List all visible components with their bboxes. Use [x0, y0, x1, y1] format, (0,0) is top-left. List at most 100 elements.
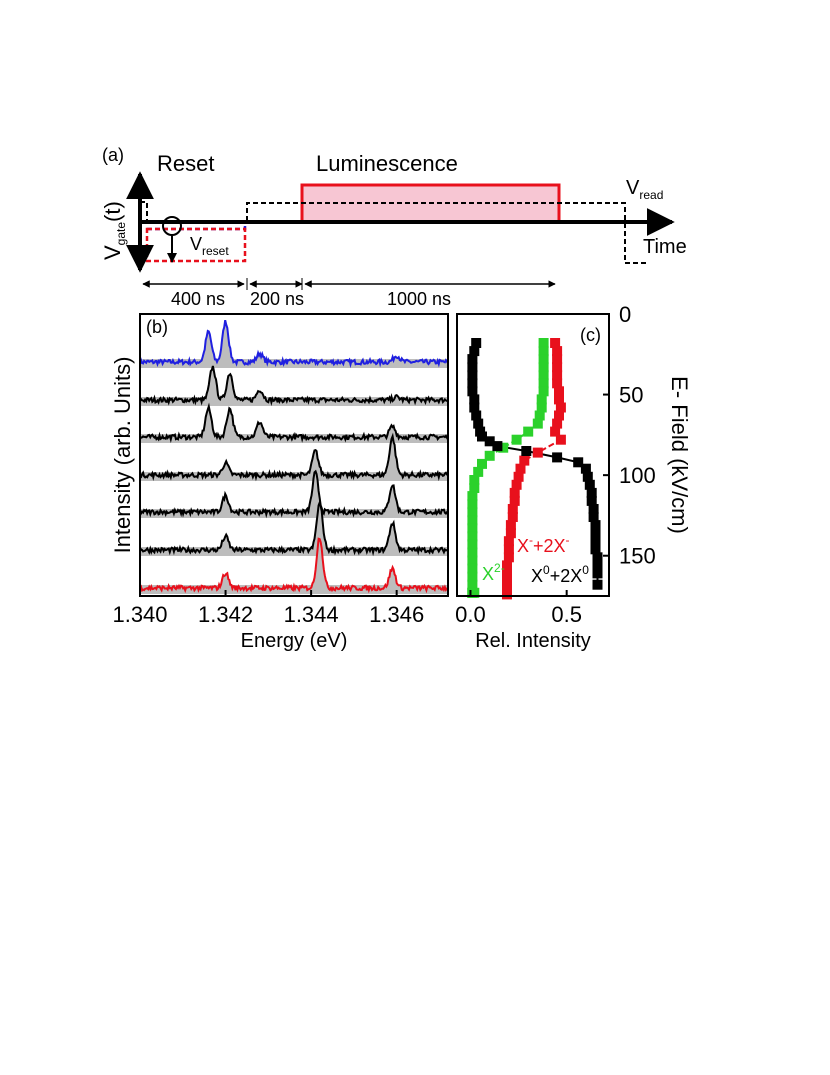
data-point	[469, 346, 480, 357]
data-point	[515, 463, 526, 474]
duration-label-1000: 1000 ns	[387, 289, 451, 309]
data-point	[498, 442, 509, 453]
data-point	[503, 536, 514, 547]
reset-title: Reset	[157, 151, 214, 176]
data-point	[477, 458, 487, 469]
data-point	[554, 386, 564, 397]
data-point	[552, 452, 563, 463]
data-point	[521, 446, 532, 456]
data-point	[586, 487, 597, 498]
data-point	[505, 528, 516, 539]
panel-b-frame	[139, 313, 449, 597]
y-tick-label: 150	[619, 544, 656, 569]
panel-c: (c) 0.0 0.5 0 50 100 150 Rel. Intensity E- F…	[455, 302, 692, 652]
panel-b-x-ticks: 1.340 1.342 1.344 1.346	[112, 590, 424, 627]
data-point	[503, 544, 514, 555]
data-point	[467, 378, 478, 389]
data-point	[469, 587, 480, 598]
data-point	[573, 457, 584, 468]
data-point	[552, 378, 563, 389]
data-point	[590, 520, 601, 531]
data-point	[552, 346, 563, 357]
data-point	[538, 378, 549, 389]
data-point	[467, 547, 478, 558]
data-point	[505, 520, 516, 531]
data-point	[511, 434, 522, 445]
data-point	[582, 471, 593, 482]
spectrum-fill	[140, 471, 448, 518]
data-point	[534, 410, 545, 421]
spectrum-line	[139, 365, 449, 407]
time-axis-label: Time	[643, 236, 687, 258]
luminescence-title: Luminescence	[316, 151, 458, 176]
data-point	[590, 536, 601, 547]
data-point	[588, 512, 599, 522]
x-tick-label: 1.344	[284, 602, 339, 627]
data-point	[473, 466, 484, 477]
panel-c-y-ticks: 0 50 100 150	[603, 302, 656, 569]
data-point	[467, 370, 478, 381]
data-point	[584, 479, 595, 490]
spectrum-line	[139, 432, 449, 482]
x-tick-label: 0.0	[455, 602, 486, 627]
y-tick-label: 50	[619, 383, 643, 408]
x-tick-label: 1.340	[112, 602, 167, 627]
data-point	[507, 504, 518, 514]
panel-b: (b) 1.340 1.342 1.344 1.346 Energy (eV) Int…	[110, 313, 449, 652]
data-point	[554, 394, 564, 405]
data-point	[502, 560, 512, 571]
data-point	[469, 483, 480, 493]
panel-b-xlabel: Energy (eV)	[241, 630, 348, 652]
data-point	[536, 394, 547, 405]
data-point	[550, 338, 561, 348]
data-point	[590, 544, 601, 555]
panel-c-ylabel: E- Field (kV/cm)	[667, 376, 692, 534]
data-point	[588, 504, 599, 514]
data-point	[592, 568, 603, 579]
panel-c-frame	[456, 313, 610, 597]
data-point	[538, 338, 549, 348]
data-point	[484, 450, 495, 461]
vread-label: Vread	[626, 177, 663, 202]
data-point	[538, 346, 549, 357]
data-point	[467, 354, 478, 365]
spectrum-line	[139, 402, 449, 444]
data-point	[469, 394, 480, 405]
data-point	[471, 338, 482, 348]
data-point	[538, 370, 549, 381]
spectrum-fill	[140, 366, 448, 406]
duration-label-400: 400 ns	[171, 289, 225, 309]
data-point	[552, 418, 563, 429]
spectrum-line	[139, 537, 449, 594]
data-point	[552, 362, 563, 373]
data-point	[532, 418, 543, 429]
data-point	[590, 528, 601, 539]
panel-c-x-ticks: 0.0 0.5	[455, 590, 582, 627]
data-point	[484, 436, 495, 447]
data-point	[592, 579, 603, 590]
data-point	[532, 447, 543, 458]
panel-c-xlabel: Rel. Intensity	[475, 630, 591, 652]
panel-b-label: (b)	[146, 317, 168, 337]
data-point	[592, 552, 603, 563]
data-point	[467, 362, 478, 373]
duration-label-200: 200 ns	[250, 289, 304, 309]
data-point	[473, 418, 484, 429]
panel-c-points	[467, 338, 603, 600]
data-point	[550, 426, 561, 437]
data-point	[467, 499, 478, 510]
data-point	[467, 523, 478, 534]
data-point	[507, 512, 518, 522]
spectrum-line	[139, 499, 449, 557]
annotation-x-zero: X0+2X0	[531, 563, 589, 586]
data-point	[509, 495, 520, 506]
panel-a: (a) Reset Luminescence Vgate(t) Vread Vr…	[100, 145, 687, 309]
data-point	[467, 507, 478, 518]
x-tick-label: 1.342	[198, 602, 253, 627]
data-point	[552, 354, 563, 365]
panel-c-label: (c)	[580, 325, 601, 345]
data-point	[552, 370, 563, 381]
y-tick-label: 0	[619, 302, 631, 327]
x-tick-label: 1.346	[369, 602, 424, 627]
